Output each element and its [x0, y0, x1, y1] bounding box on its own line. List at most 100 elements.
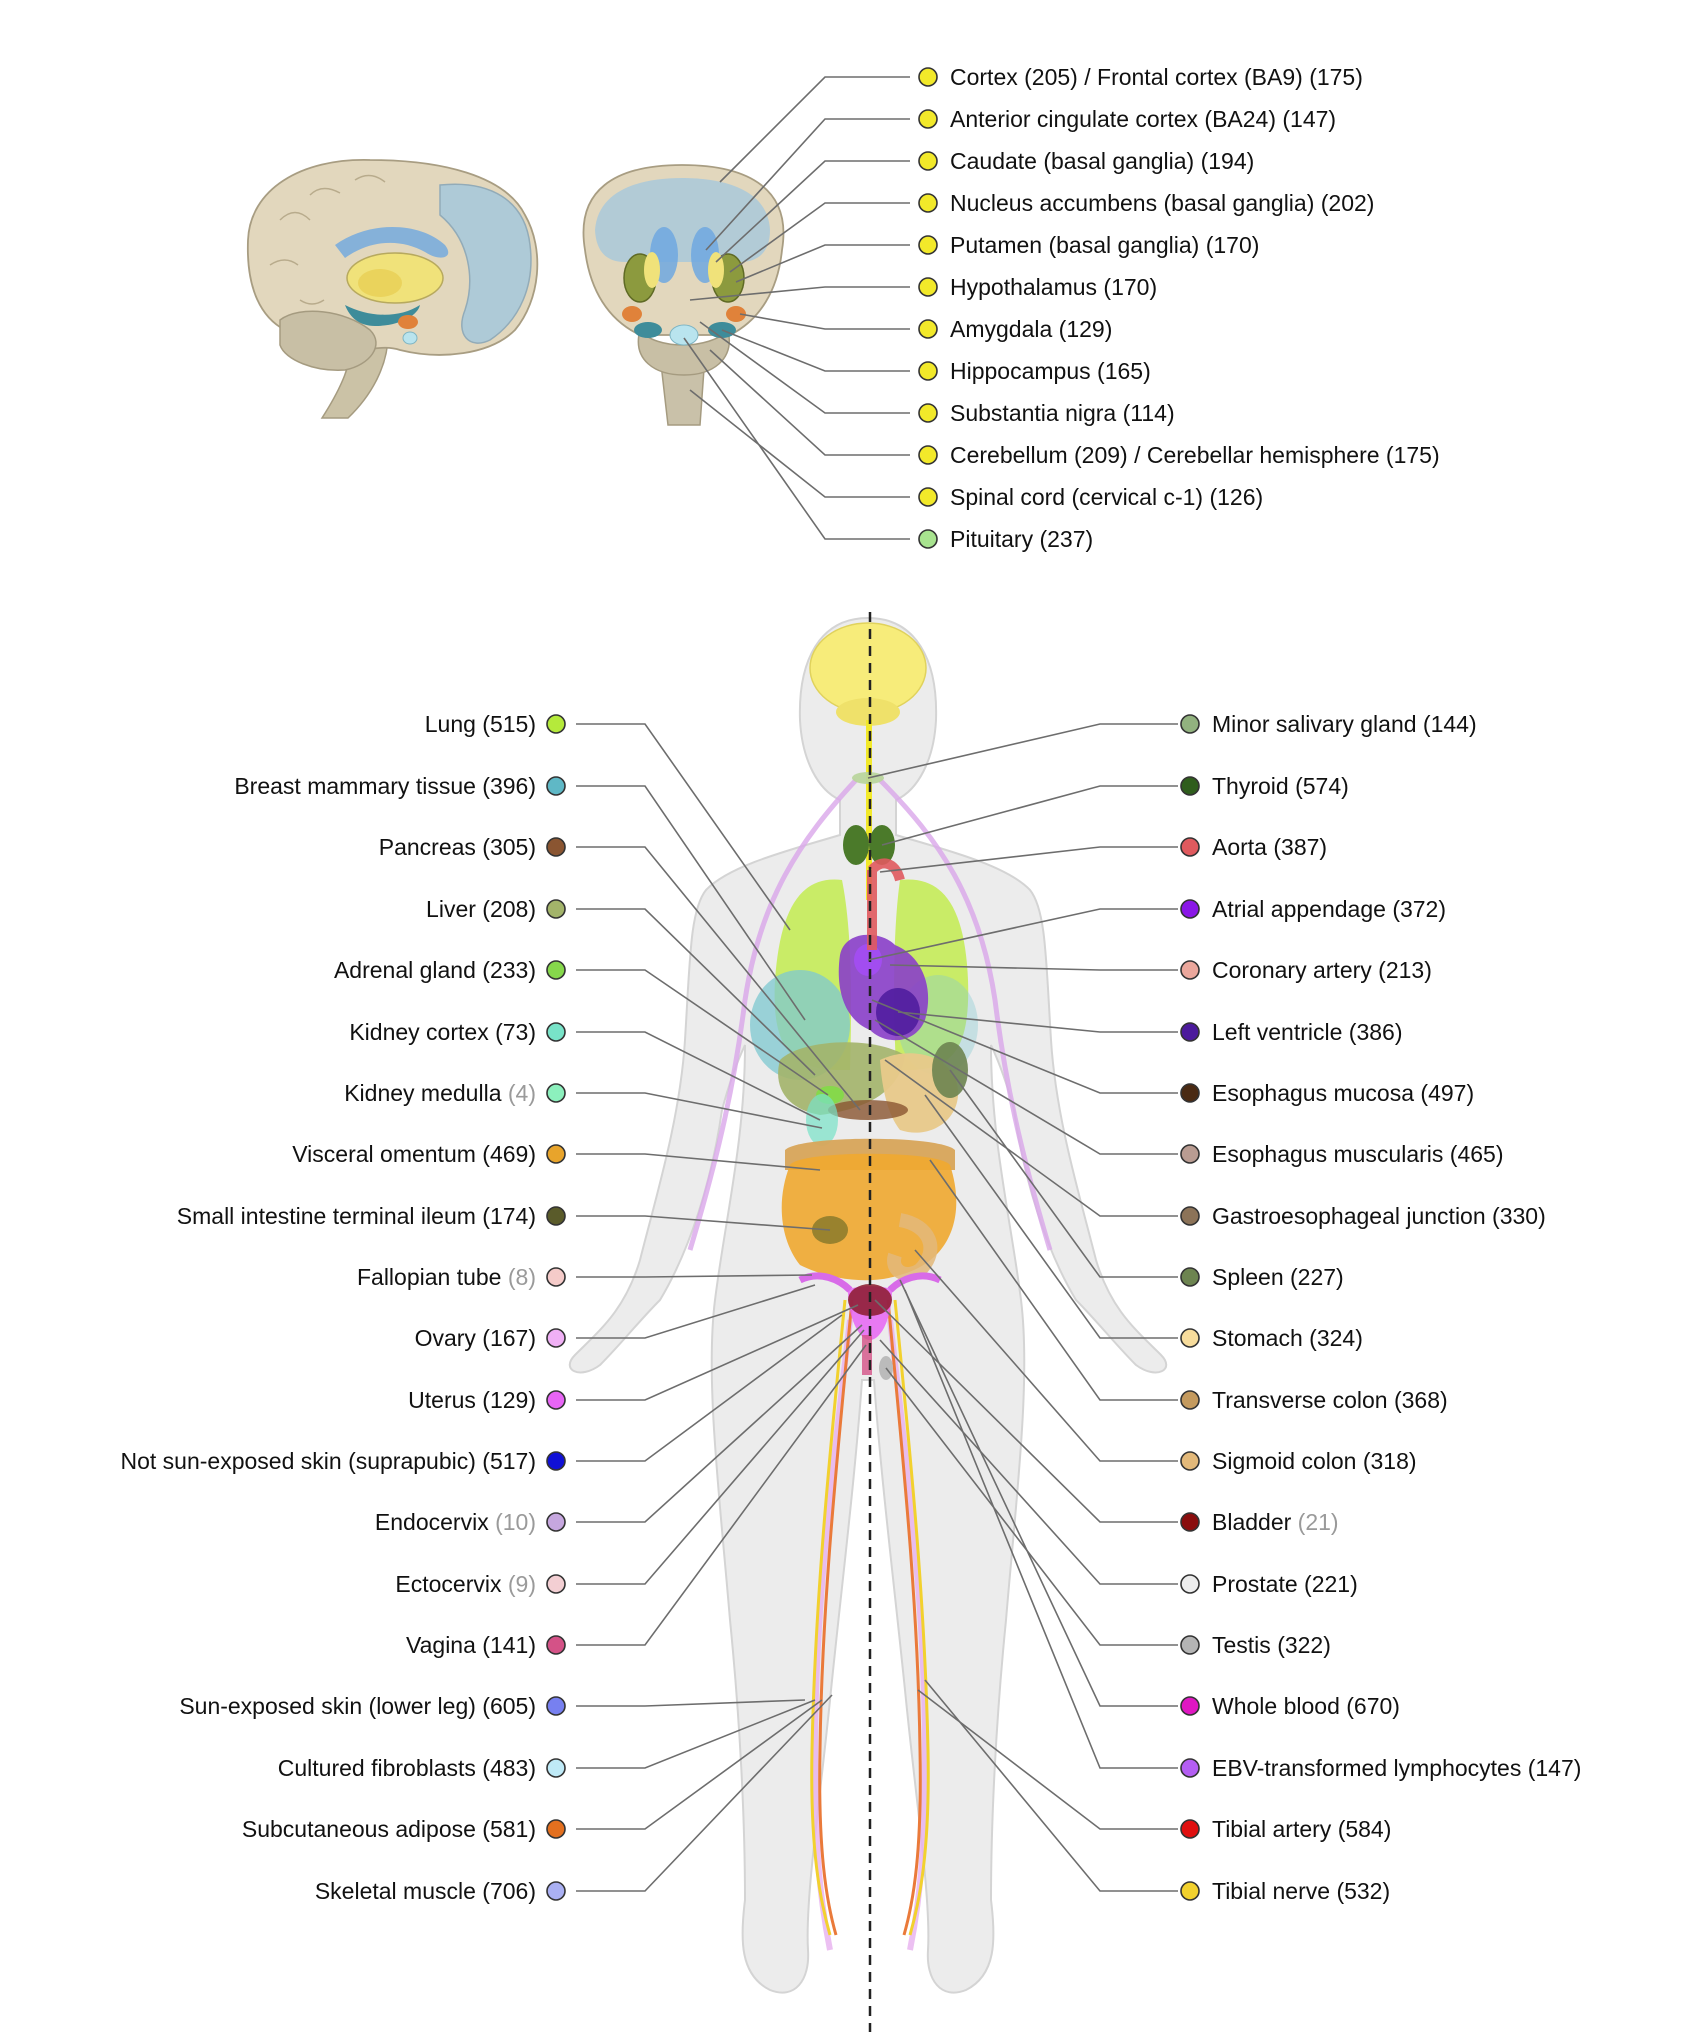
- svg-text:Breast mammary tissue (396): Breast mammary tissue (396): [234, 773, 536, 799]
- tissue-name: Ovary: [415, 1325, 477, 1351]
- svg-text:Stomach (324): Stomach (324): [1212, 1325, 1363, 1351]
- coronal-amygdala-right: [726, 306, 746, 322]
- brain-legend-dot: [918, 529, 938, 549]
- svg-text:Hippocampus (165): Hippocampus (165): [950, 358, 1151, 384]
- tissue-name: Spleen: [1212, 1264, 1284, 1290]
- brain-legend-dot: [918, 235, 938, 255]
- tissue-name: Endocervix: [375, 1509, 489, 1535]
- tissue-name: Coronary artery: [1212, 957, 1372, 983]
- tissue-name: Whole blood: [1212, 1693, 1340, 1719]
- brain-legend-item: Putamen (basal ganglia) (170): [918, 232, 1259, 258]
- brain-legend-dot: [918, 109, 938, 129]
- tissue-count: (581): [482, 1816, 536, 1842]
- tissue-legend-dot: [546, 1328, 566, 1348]
- tissue-name: Prostate: [1212, 1571, 1298, 1597]
- tissue-count: (21): [1298, 1509, 1339, 1535]
- left-leader-lines: [576, 723, 867, 1892]
- tissue-legend-dot: [546, 1512, 566, 1532]
- tissue-legend-dot: [1180, 960, 1200, 980]
- coronal-amygdala-left: [622, 306, 642, 322]
- tissue-legend-item: Transverse colon (368): [1180, 1387, 1448, 1413]
- svg-text:Vagina (141): Vagina (141): [406, 1632, 536, 1658]
- brain-legend-item: Anterior cingulate cortex (BA24) (147): [918, 106, 1336, 132]
- tissue-name: Tibial artery: [1212, 1816, 1332, 1842]
- tissue-legend-item: Tibial artery (584): [1180, 1816, 1391, 1842]
- tissue-legend-dot: [546, 1022, 566, 1042]
- brain-legend-item: Spinal cord (cervical c-1) (126): [918, 484, 1263, 510]
- right-leader-lines: [867, 723, 1178, 1892]
- svg-text:Testis (322): Testis (322): [1212, 1632, 1331, 1658]
- tissue-name: Sun-exposed skin (lower leg): [179, 1693, 476, 1719]
- tissue-count: (368): [1394, 1387, 1448, 1413]
- brain-region-count: (147): [1282, 106, 1336, 132]
- brain-legend-item: Caudate (basal ganglia) (194): [918, 148, 1254, 174]
- svg-text:Caudate (basal ganglia) (194): Caudate (basal ganglia) (194): [950, 148, 1254, 174]
- tissue-legend-item: Not sun-exposed skin (suprapubic) (517): [121, 1448, 566, 1474]
- tissue-legend-item: Esophagus muscularis (465): [1180, 1141, 1504, 1167]
- tissue-legend-item: Esophagus mucosa (497): [1180, 1080, 1474, 1106]
- tissue-count: (147): [1528, 1755, 1582, 1781]
- svg-text:Small intestine terminal ileum: Small intestine terminal ileum (174): [177, 1203, 536, 1229]
- svg-text:Esophagus muscularis (465): Esophagus muscularis (465): [1212, 1141, 1504, 1167]
- tissue-legend-dot: [1180, 1574, 1200, 1594]
- tissue-name: Small intestine terminal ileum: [177, 1203, 476, 1229]
- tissue-legend-dot: [1180, 899, 1200, 919]
- svg-text:Liver (208): Liver (208): [426, 896, 536, 922]
- svg-text:Bladder (21): Bladder (21): [1212, 1509, 1339, 1535]
- tissue-legend-dot: [546, 1574, 566, 1594]
- brain-region-name: Spinal cord (cervical c-1): [950, 484, 1203, 510]
- tissue-legend-dot: [1180, 1144, 1200, 1164]
- brain-leader-lines: [683, 76, 910, 540]
- tissue-name: Lung: [425, 711, 476, 737]
- brain-region-name: Substantia nigra: [950, 400, 1116, 426]
- tissue-legend-dot: [1180, 1328, 1200, 1348]
- coronal-pituitary: [669, 324, 699, 346]
- brain-region-name: Hypothalamus: [950, 274, 1097, 300]
- tissue-legend-dot: [546, 1696, 566, 1716]
- tissue-count: (10): [495, 1509, 536, 1535]
- tissue-legend-dot: [546, 1451, 566, 1471]
- brain-sulci: [269, 174, 386, 305]
- tissue-name: Uterus: [408, 1387, 476, 1413]
- tissue-legend-item: Pancreas (305): [379, 834, 566, 860]
- tissue-count: (483): [482, 1755, 536, 1781]
- brain-region-extra: / Frontal cortex (BA9) (175): [1078, 64, 1363, 90]
- tissue-legend-dot: [1180, 1696, 1200, 1716]
- svg-text:Ovary (167): Ovary (167): [415, 1325, 536, 1351]
- tissue-legend-dot: [1180, 1881, 1200, 1901]
- svg-text:Sigmoid colon (318): Sigmoid colon (318): [1212, 1448, 1417, 1474]
- tissue-count: (706): [482, 1878, 536, 1904]
- tissue-legend-item: Spleen (227): [1180, 1264, 1344, 1290]
- brain-legend-item: Nucleus accumbens (basal ganglia) (202): [918, 190, 1374, 216]
- tissue-count: (227): [1290, 1264, 1344, 1290]
- left-tissue-legend: Lung (515) Breast mammary tissue (396) P…: [121, 711, 566, 1904]
- brain-region-count: (205): [1024, 64, 1078, 90]
- svg-text:Nucleus accumbens (basal gangl: Nucleus accumbens (basal ganglia) (202): [950, 190, 1374, 216]
- tissue-name: Kidney medulla: [344, 1080, 501, 1106]
- tissue-count: (305): [482, 834, 536, 860]
- frontal-cortex-region: [439, 183, 532, 344]
- tissue-legend-dot: [546, 1881, 566, 1901]
- sigmoid-colon-organ: [887, 1213, 938, 1281]
- tissue-count: (497): [1420, 1080, 1474, 1106]
- tissue-name: Esophagus muscularis: [1212, 1141, 1443, 1167]
- cingulate-region: [335, 226, 449, 258]
- svg-text:Atrial appendage (372): Atrial appendage (372): [1212, 896, 1446, 922]
- brain-region-count: (194): [1201, 148, 1255, 174]
- brain-legend-dot: [918, 151, 938, 171]
- tissue-legend-item: Gastroesophageal junction (330): [1180, 1203, 1546, 1229]
- tissue-count: (387): [1273, 834, 1327, 860]
- tissue-count: (605): [482, 1693, 536, 1719]
- svg-text:Pancreas (305): Pancreas (305): [379, 834, 536, 860]
- brain-region-name: Anterior cingulate cortex (BA24): [950, 106, 1276, 132]
- brain-legend-item: Cortex (205) / Frontal cortex (BA9) (175…: [918, 64, 1363, 90]
- svg-text:Spinal cord (cervical c-1) (12: Spinal cord (cervical c-1) (126): [950, 484, 1263, 510]
- svg-text:Cultured fibroblasts (483): Cultured fibroblasts (483): [278, 1755, 536, 1781]
- tissue-name: Thyroid: [1212, 773, 1289, 799]
- tissue-name: Vagina: [406, 1632, 476, 1658]
- tissue-count: (129): [482, 1387, 536, 1413]
- tissue-name: Subcutaneous adipose: [242, 1816, 476, 1842]
- brain-region-count: (170): [1103, 274, 1157, 300]
- svg-text:Visceral omentum (469): Visceral omentum (469): [292, 1141, 536, 1167]
